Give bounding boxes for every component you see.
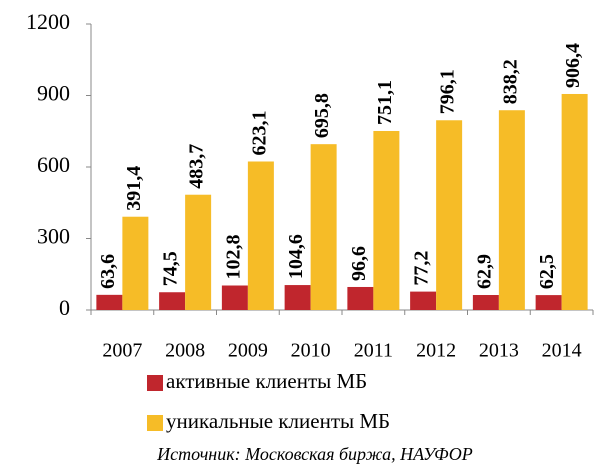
y-tick-label: 900 — [37, 81, 70, 106]
data-label: 623,1 — [248, 110, 270, 155]
bar — [284, 285, 311, 310]
bar — [347, 286, 374, 310]
bar — [185, 194, 212, 310]
legend-label: активные клиенты МБ — [166, 369, 367, 393]
bar — [221, 285, 248, 310]
x-tick-label: 2012 — [416, 340, 456, 362]
x-tick-label: 2014 — [542, 340, 582, 362]
data-label: 483,7 — [186, 144, 208, 189]
x-tick-label: 2008 — [165, 340, 205, 362]
y-tick-label: 600 — [37, 152, 70, 177]
data-label: 838,2 — [499, 59, 521, 104]
legend-swatch — [147, 375, 163, 391]
data-label: 62,5 — [536, 254, 558, 289]
bar — [535, 295, 562, 310]
legend-label: уникальные клиенты МБ — [166, 409, 390, 433]
data-label: 796,1 — [437, 69, 459, 114]
x-tick-label: 2010 — [291, 340, 331, 362]
y-tick-label: 0 — [59, 295, 70, 320]
bar — [436, 120, 463, 310]
bar — [159, 292, 186, 310]
y-tick-label: 1200 — [26, 9, 70, 34]
x-tick-label: 2009 — [228, 340, 268, 362]
data-label: 77,2 — [411, 251, 433, 286]
bar — [96, 294, 123, 310]
bar — [561, 93, 588, 310]
bar — [472, 295, 499, 310]
data-label: 74,5 — [160, 251, 182, 286]
y-tick-label: 300 — [37, 224, 70, 249]
data-label: 63,6 — [97, 254, 119, 289]
data-label: 906,4 — [562, 43, 584, 88]
data-label: 751,1 — [374, 80, 396, 125]
x-tick-label: 2013 — [479, 340, 519, 362]
legend-swatch — [147, 415, 163, 431]
bar — [410, 291, 437, 310]
data-label: 62,9 — [473, 254, 495, 289]
x-tick-label: 2007 — [102, 340, 142, 362]
bar — [122, 216, 149, 310]
data-label: 96,6 — [348, 246, 370, 281]
data-label: 104,6 — [285, 234, 307, 279]
data-label: 102,8 — [222, 234, 244, 279]
bar — [247, 161, 274, 310]
bar — [498, 110, 525, 310]
bar — [310, 144, 337, 310]
data-label: 695,8 — [311, 93, 333, 138]
x-tick-label: 2011 — [354, 340, 393, 362]
data-label: 391,4 — [123, 166, 145, 211]
source-note: Источник: Московская биржа, НАУФОР — [156, 444, 473, 464]
bar — [373, 130, 400, 310]
